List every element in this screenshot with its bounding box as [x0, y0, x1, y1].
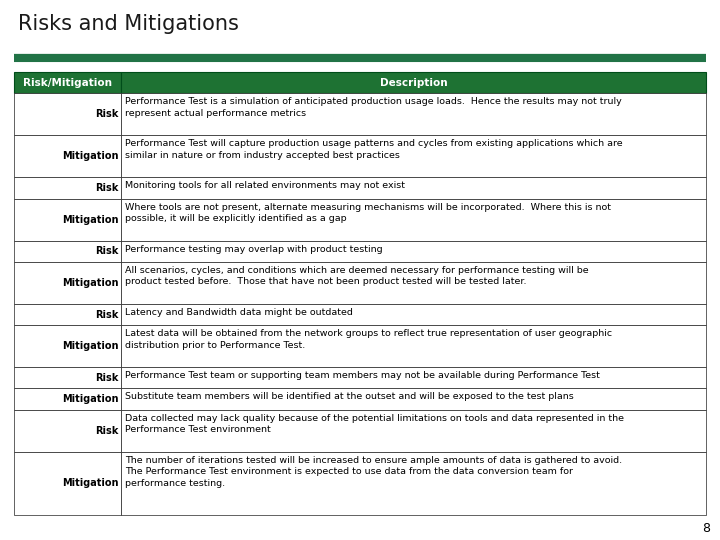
Bar — [14, 304, 121, 325]
Text: Mitigation: Mitigation — [62, 394, 118, 404]
Text: Latency and Bandwidth data might be outdated: Latency and Bandwidth data might be outd… — [125, 308, 353, 317]
Text: Mitigation: Mitigation — [62, 278, 118, 288]
Bar — [14, 93, 121, 136]
Bar — [14, 388, 121, 409]
Text: Substitute team members will be identified at the outset and will be exposed to : Substitute team members will be identifi… — [125, 393, 574, 401]
Text: Where tools are not present, alternate measuring mechanisms will be incorporated: Where tools are not present, alternate m… — [125, 202, 611, 223]
Text: Risk: Risk — [95, 426, 118, 436]
Bar — [14, 136, 121, 178]
Text: Risk: Risk — [95, 309, 118, 320]
Bar — [14, 409, 121, 452]
Text: Mitigation: Mitigation — [62, 151, 118, 161]
Bar — [121, 262, 706, 304]
Text: Description: Description — [380, 78, 447, 87]
Text: 8: 8 — [702, 522, 710, 535]
Text: Performance testing may overlap with product testing: Performance testing may overlap with pro… — [125, 245, 383, 254]
Bar — [14, 452, 121, 515]
Bar — [121, 452, 706, 515]
Text: Performance Test will capture production usage patterns and cycles from existing: Performance Test will capture production… — [125, 139, 623, 160]
Bar — [14, 199, 121, 241]
Text: Performance Test is a simulation of anticipated production usage loads.  Hence t: Performance Test is a simulation of anti… — [125, 97, 622, 118]
Text: Mitigation: Mitigation — [62, 478, 118, 488]
Text: Data collected may lack quality because of the potential limitations on tools an: Data collected may lack quality because … — [125, 414, 624, 434]
Text: Mitigation: Mitigation — [62, 215, 118, 225]
Text: Risk: Risk — [95, 246, 118, 256]
Bar — [121, 304, 706, 325]
Bar — [121, 93, 706, 136]
Bar — [121, 199, 706, 241]
Text: Risk: Risk — [95, 183, 118, 193]
Bar — [14, 178, 121, 199]
Bar — [121, 409, 706, 452]
Bar — [121, 325, 706, 367]
Bar — [121, 367, 706, 388]
Text: Mitigation: Mitigation — [62, 341, 118, 351]
Bar — [121, 178, 706, 199]
Bar — [121, 241, 706, 262]
Text: The number of iterations tested will be increased to ensure ample amounts of dat: The number of iterations tested will be … — [125, 456, 622, 488]
Bar — [14, 367, 121, 388]
Text: Risk: Risk — [95, 373, 118, 383]
Bar — [121, 136, 706, 178]
Bar — [14, 262, 121, 304]
Text: Monitoring tools for all related environments may not exist: Monitoring tools for all related environ… — [125, 181, 405, 191]
Bar — [121, 388, 706, 409]
Bar — [14, 72, 121, 93]
Text: Latest data will be obtained from the network groups to reflect true representat: Latest data will be obtained from the ne… — [125, 329, 613, 349]
Bar — [14, 241, 121, 262]
Text: All scenarios, cycles, and conditions which are deemed necessary for performance: All scenarios, cycles, and conditions wh… — [125, 266, 589, 286]
Bar — [14, 325, 121, 367]
Text: Risk/Mitigation: Risk/Mitigation — [23, 78, 112, 87]
Text: Performance Test team or supporting team members may not be available during Per: Performance Test team or supporting team… — [125, 372, 600, 380]
Text: Risks and Mitigations: Risks and Mitigations — [18, 14, 239, 34]
Bar — [121, 72, 706, 93]
Text: Risk: Risk — [95, 109, 118, 119]
